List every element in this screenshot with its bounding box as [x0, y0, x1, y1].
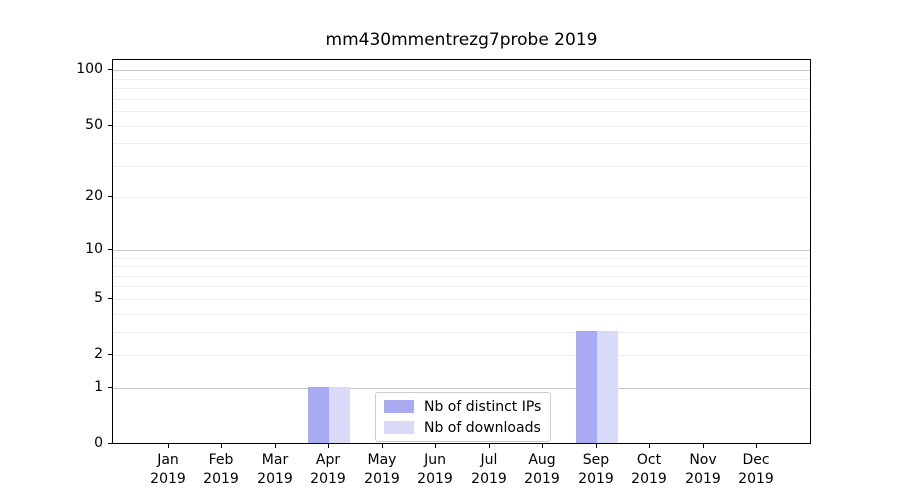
x-tick-year: 2019 — [364, 471, 400, 487]
grid-line — [113, 275, 810, 277]
y-tick-mark — [108, 69, 112, 70]
legend-label-distinct-ips: Nb of distinct IPs — [424, 398, 542, 415]
x-tick-mark — [168, 444, 169, 448]
x-tick-mark — [542, 444, 543, 448]
bar-sep-series1 — [597, 331, 618, 443]
x-tick-label-jul: Jul 2019 — [444, 451, 534, 489]
x-tick-mark — [489, 444, 490, 448]
grid-line — [113, 331, 810, 333]
y-tick-label: 50 — [85, 117, 103, 133]
y-tick-mark — [108, 354, 112, 355]
grid-line — [113, 266, 810, 268]
legend-label-downloads: Nb of downloads — [424, 419, 541, 436]
x-tick-mark — [596, 444, 597, 448]
bar-apr-series1 — [329, 387, 350, 443]
x-tick-year: 2019 — [631, 471, 667, 487]
grid-line — [113, 88, 810, 90]
x-tick-label-feb: Feb 2019 — [176, 451, 266, 489]
grid-line — [113, 98, 810, 100]
x-tick-mark — [703, 444, 704, 448]
grid-line — [113, 313, 810, 315]
legend-swatch-downloads-icon — [384, 421, 414, 434]
x-tick-label-oct: Oct 2019 — [604, 451, 694, 489]
x-tick-year: 2019 — [578, 471, 614, 487]
grid-line-major — [113, 70, 810, 72]
grid-line — [113, 165, 810, 167]
y-tick-label: 1 — [94, 379, 103, 395]
bar-sep-series0 — [576, 331, 597, 443]
y-tick-mark — [108, 298, 112, 299]
grid-line — [113, 143, 810, 145]
x-tick-label-dec: Dec 2019 — [711, 451, 801, 489]
x-tick-label-jan: Jan 2019 — [123, 451, 213, 489]
x-tick-label-aug: Aug 2019 — [497, 451, 587, 489]
y-tick-label: 5 — [94, 290, 103, 306]
x-tick-year: 2019 — [524, 471, 560, 487]
legend-item-distinct-ips: Nb of distinct IPs — [384, 398, 541, 415]
x-tick-label-jun: Jun 2019 — [390, 451, 480, 489]
grid-line — [113, 286, 810, 288]
grid-line — [113, 111, 810, 113]
x-tick-mark — [649, 444, 650, 448]
y-tick-label: 20 — [85, 188, 103, 204]
x-tick-year: 2019 — [203, 471, 239, 487]
grid-line-major — [113, 387, 810, 389]
x-tick-label-sep: Sep 2019 — [551, 451, 641, 489]
x-tick-mark — [275, 444, 276, 448]
legend-swatch-distinct-ips-icon — [384, 400, 414, 413]
x-tick-year: 2019 — [150, 471, 186, 487]
y-tick-mark — [108, 125, 112, 126]
legend-item-downloads: Nb of downloads — [384, 419, 541, 436]
grid-line — [113, 257, 810, 259]
grid-line — [113, 125, 810, 127]
grid-line — [113, 78, 810, 80]
legend: Nb of distinct IPs Nb of downloads — [375, 392, 552, 442]
x-tick-label-may: May 2019 — [337, 451, 427, 489]
grid-line-major — [113, 249, 810, 251]
x-tick-year: 2019 — [738, 471, 774, 487]
bar-apr-series0 — [308, 387, 329, 443]
chart-title: mm430mmentrezg7probe 2019 — [325, 30, 598, 50]
x-tick-label-mar: Mar 2019 — [230, 451, 320, 489]
y-tick-label: 2 — [94, 346, 103, 362]
y-tick-mark — [108, 196, 112, 197]
grid-line — [113, 197, 810, 199]
x-tick-year: 2019 — [310, 471, 346, 487]
x-tick-mark — [382, 444, 383, 448]
y-tick-mark — [108, 443, 112, 444]
x-tick-year: 2019 — [257, 471, 293, 487]
x-tick-label-apr: Apr 2019 — [283, 451, 373, 489]
y-tick-mark — [108, 387, 112, 388]
x-tick-mark — [756, 444, 757, 448]
x-tick-mark — [435, 444, 436, 448]
plot-area — [112, 59, 811, 444]
x-tick-year: 2019 — [685, 471, 721, 487]
y-tick-label: 100 — [76, 61, 103, 77]
y-tick-mark — [108, 249, 112, 250]
x-tick-year: 2019 — [417, 471, 453, 487]
x-tick-label-nov: Nov 2019 — [658, 451, 748, 489]
y-tick-label: 10 — [85, 241, 103, 257]
x-tick-year: 2019 — [471, 471, 507, 487]
grid-line — [113, 355, 810, 357]
y-tick-label: 0 — [94, 435, 103, 451]
grid-line — [113, 298, 810, 300]
x-tick-mark — [328, 444, 329, 448]
x-tick-mark — [221, 444, 222, 448]
